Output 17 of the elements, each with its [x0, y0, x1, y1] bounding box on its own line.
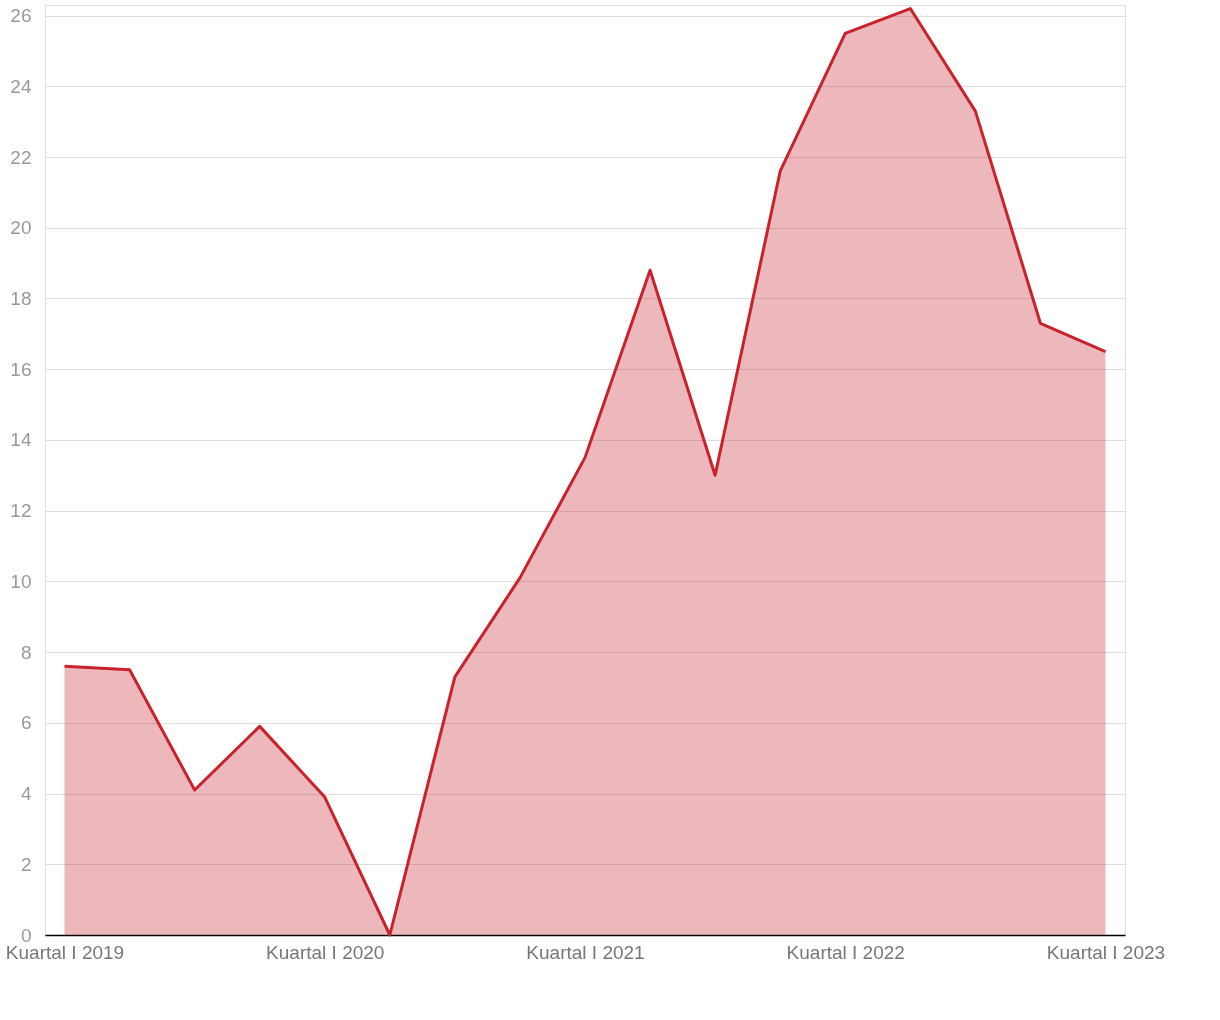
y-tick-label: 8 [20, 641, 32, 663]
y-tick-label: 26 [10, 5, 32, 27]
y-tick-label: 24 [10, 75, 32, 97]
x-tick-label: Kuartal I 2021 [526, 941, 645, 963]
y-tick-label: 6 [20, 712, 32, 734]
x-tick-label: Kuartal I 2020 [266, 941, 385, 963]
y-tick-label: 18 [10, 288, 32, 309]
y-tick-label: 2 [20, 853, 32, 875]
y-tick-label: 10 [10, 570, 32, 592]
y-tick-label: 22 [10, 146, 32, 168]
y-tick-label: 16 [10, 358, 32, 380]
y-tick-label: 14 [10, 429, 32, 451]
y-tick-label: 4 [20, 783, 32, 805]
y-tick-label: 12 [10, 500, 32, 522]
y-tick-label: 20 [10, 217, 32, 239]
x-tick-label: Kuartal I 2022 [786, 941, 905, 963]
x-tick-label: Kuartal I 2023 [1046, 941, 1166, 963]
